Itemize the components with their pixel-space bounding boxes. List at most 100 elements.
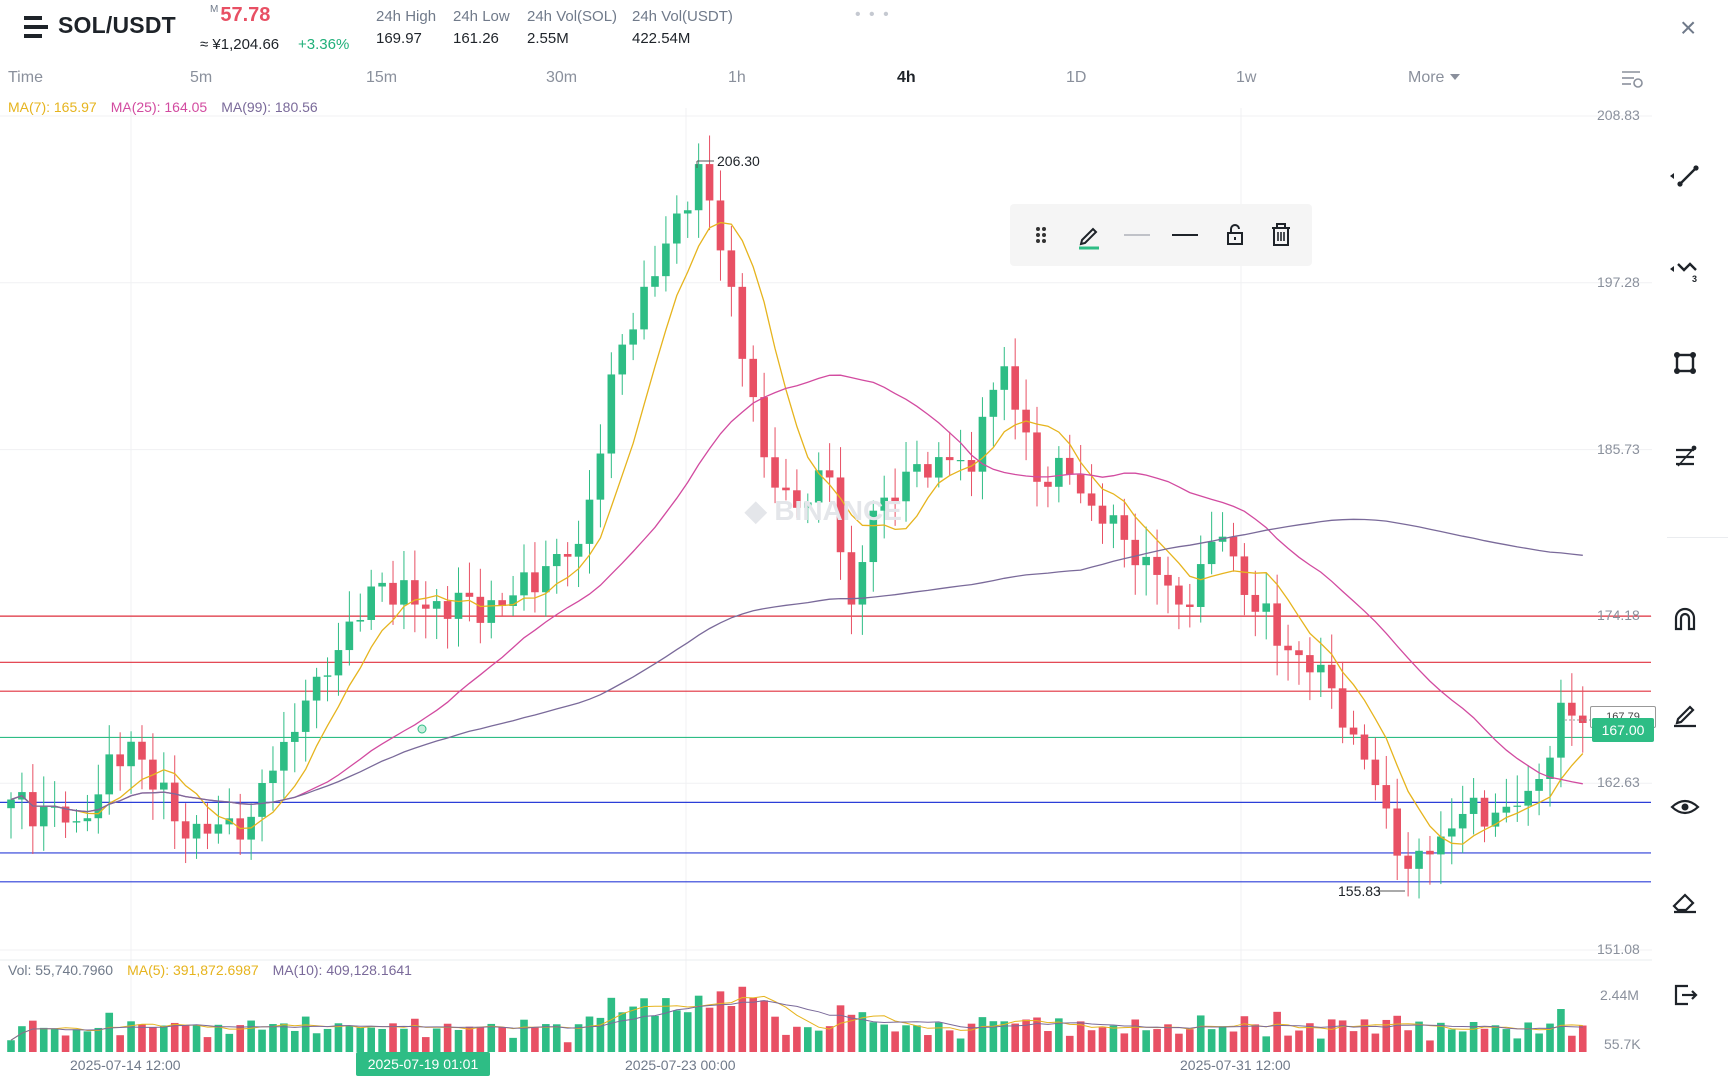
stat-vol-sol-label: 24h Vol(SOL): [527, 8, 618, 25]
candle-body: [1371, 759, 1380, 786]
volume-bar: [225, 1033, 234, 1052]
vol-ma5-label: MA(5): 391,872.6987: [127, 962, 259, 978]
candle-body: [1087, 493, 1096, 506]
candle-body: [1109, 515, 1118, 524]
candle-body: [509, 595, 517, 607]
exit-icon[interactable]: [1668, 978, 1702, 1012]
candle-body: [793, 490, 801, 508]
volume-bar: [1306, 1023, 1314, 1052]
line-thin-icon[interactable]: [1122, 220, 1152, 250]
pencil-icon[interactable]: [1074, 220, 1104, 250]
more-dots[interactable]: • • •: [855, 6, 891, 23]
tab-time[interactable]: Time: [8, 69, 43, 86]
chart-settings-icon[interactable]: [1620, 68, 1644, 90]
volume-bar: [924, 1035, 932, 1052]
candle-body: [1011, 366, 1019, 410]
volume-bar: [1033, 1017, 1041, 1052]
volume-bar: [192, 1024, 201, 1052]
volume-bar: [443, 1023, 452, 1052]
candle-body: [1196, 564, 1205, 607]
candle-body: [1044, 481, 1052, 487]
watermark: ◆ BINANCE: [744, 495, 902, 526]
volume-bar: [1349, 1031, 1358, 1052]
horizontal-lines: [0, 615, 1651, 883]
close-icon[interactable]: ×: [1680, 12, 1697, 43]
volume-bar: [39, 1027, 48, 1052]
fib-retracement-icon[interactable]: [1668, 440, 1702, 474]
volume-bar: [640, 998, 648, 1052]
volume-bar: [487, 1023, 496, 1052]
eraser-icon[interactable]: [1668, 884, 1702, 918]
stat-vol-usdt-value: 422.54M: [632, 30, 691, 47]
delete-icon[interactable]: [1266, 220, 1296, 250]
candle-body: [1568, 702, 1576, 716]
stat-24h-low-value: 161.26: [453, 30, 499, 47]
candle-body: [487, 600, 496, 623]
volume-bar: [1251, 1024, 1260, 1052]
volume-bar: [1458, 1031, 1467, 1052]
candle-body: [673, 213, 681, 244]
tab-5m[interactable]: 5m: [190, 69, 213, 86]
magnet-icon[interactable]: [1668, 603, 1702, 637]
pen-icon[interactable]: [1668, 697, 1702, 731]
stat-24h-low-label: 24h Low: [453, 8, 510, 25]
crosshair-date-label: 2025-07-19 01:01: [356, 1052, 490, 1076]
low-label: 155.83: [1338, 883, 1381, 899]
volume-bar: [760, 1000, 768, 1052]
volume-bar: [1295, 1030, 1303, 1052]
candle-body: [880, 497, 888, 511]
menu-icon[interactable]: [24, 16, 48, 38]
volume-bar: [618, 1012, 627, 1052]
candle-body: [825, 470, 834, 478]
vol-axis-low: 55.7K: [1604, 1036, 1641, 1052]
multi-line-icon[interactable]: 3: [1668, 252, 1702, 286]
tab-1d[interactable]: 1D: [1066, 69, 1087, 86]
candle-body: [72, 821, 81, 823]
trend-line-icon[interactable]: [1668, 159, 1702, 193]
candle-body: [127, 741, 135, 767]
volume-bar: [629, 1006, 637, 1052]
volume-bar: [498, 1027, 506, 1052]
candle-body: [1480, 797, 1489, 827]
tab-1h[interactable]: 1h: [728, 69, 746, 86]
line-thick-icon[interactable]: [1170, 220, 1200, 250]
volume-bar: [127, 1021, 135, 1052]
volume-bar: [421, 1037, 430, 1052]
candle-body: [629, 329, 637, 345]
ma-legend: MA(7): 165.97 MA(25): 164.05 MA(99): 180.5…: [8, 99, 318, 115]
volume-bar: [7, 1040, 15, 1052]
drag-handle-icon[interactable]: [1026, 220, 1056, 250]
candle-body: [803, 502, 812, 508]
tab-30m[interactable]: 30m: [546, 69, 578, 86]
y-tick-label: 197.28: [1597, 273, 1640, 290]
volume-bar: [389, 1023, 397, 1052]
candle-body: [694, 164, 703, 211]
volume-bar: [771, 1016, 779, 1052]
volume-bar: [683, 1012, 692, 1052]
candle-body: [170, 782, 179, 822]
stat-24h-high-label: 24h High: [376, 8, 437, 25]
volume-bar: [1338, 1020, 1347, 1052]
candle-body: [1360, 734, 1369, 760]
pair-title[interactable]: SOL/USDT: [58, 12, 176, 38]
candle-body: [978, 416, 987, 472]
tab-4h[interactable]: 4h: [897, 69, 916, 86]
volume-bar: [1229, 1031, 1238, 1052]
last-price: M 57.78: [210, 4, 270, 27]
eye-icon[interactable]: [1668, 790, 1702, 824]
volume-bar: [1513, 1038, 1522, 1052]
shape-rect-icon[interactable]: [1668, 346, 1702, 380]
volume-bar: [509, 1037, 517, 1052]
tab-more[interactable]: More: [1408, 69, 1461, 87]
volume-bar: [1447, 1029, 1456, 1052]
candle-body: [1469, 797, 1478, 814]
volume-bar: [1578, 1025, 1587, 1052]
volume-bar: [542, 1024, 550, 1052]
tab-15m[interactable]: 15m: [366, 69, 398, 86]
lock-icon[interactable]: [1220, 220, 1250, 250]
candle-body: [727, 250, 736, 287]
volume-bar: [94, 1027, 103, 1052]
candle-body: [1251, 594, 1260, 612]
tab-1w[interactable]: 1w: [1236, 69, 1257, 86]
